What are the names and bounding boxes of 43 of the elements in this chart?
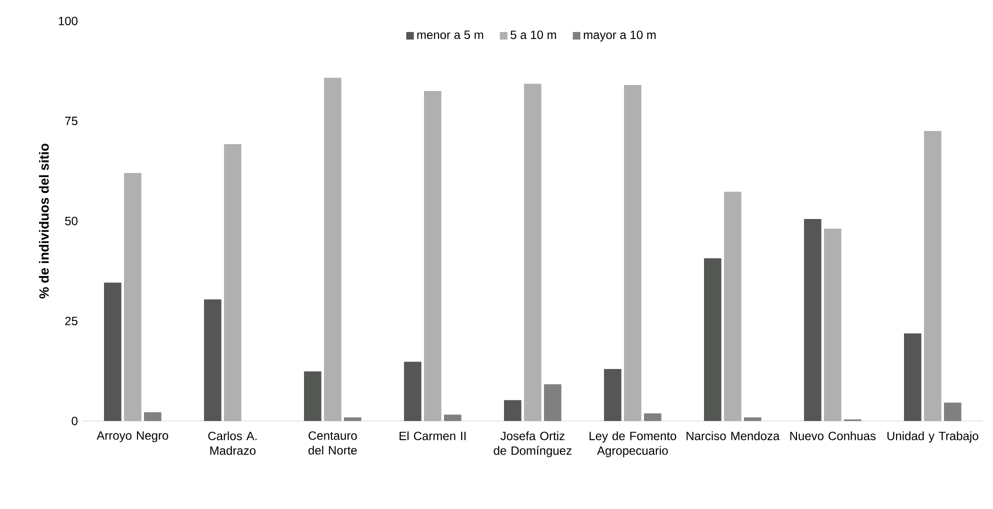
bar bbox=[824, 228, 842, 421]
x-tick-label: Carlos A. Madrazo bbox=[208, 431, 257, 455]
bar bbox=[404, 362, 422, 421]
bar bbox=[124, 172, 142, 421]
bar bbox=[704, 258, 722, 421]
bar bbox=[924, 130, 942, 421]
bar bbox=[804, 218, 822, 421]
bar bbox=[724, 192, 742, 421]
x-tick-label: Narciso Mendoza bbox=[686, 431, 780, 440]
x-tick-label: Centauro del Norte bbox=[308, 431, 357, 455]
x-tick-label: Arroyo Negro bbox=[96, 431, 168, 442]
y-tick-label: 100 bbox=[58, 16, 78, 26]
x-tick-label: Ley de Fomento Agropecuario bbox=[590, 431, 676, 458]
x-tick-label: Unidad y Trabajo bbox=[887, 431, 978, 443]
bar bbox=[324, 78, 342, 421]
bar bbox=[644, 413, 662, 421]
legend-label: mayor a 10 m bbox=[584, 30, 656, 42]
bar bbox=[624, 84, 642, 421]
bar bbox=[344, 417, 362, 421]
bar bbox=[144, 412, 162, 421]
legend-label: 5 a 10 m bbox=[510, 30, 556, 40]
y-axis-title: % de individuos del sitio bbox=[38, 144, 49, 298]
bar bbox=[604, 368, 622, 421]
x-tick-label: El Carmen II bbox=[400, 431, 466, 440]
bar bbox=[224, 144, 242, 421]
y-tick-label: 50 bbox=[65, 216, 78, 226]
bar bbox=[904, 333, 922, 421]
x-tick-label: Josefa Ortiz de Domínguez bbox=[494, 431, 572, 458]
legend-label: menor a 5 m bbox=[417, 30, 484, 40]
x-tick-label: Nuevo Conhuas bbox=[790, 431, 876, 440]
bar bbox=[444, 414, 462, 421]
y-tick-label: 0 bbox=[72, 416, 78, 426]
bar bbox=[424, 90, 442, 421]
bar bbox=[504, 400, 522, 421]
y-tick-label: 25 bbox=[65, 316, 78, 326]
bar bbox=[744, 417, 762, 421]
y-tick-label: 75 bbox=[65, 116, 78, 126]
bar bbox=[544, 384, 562, 421]
bar bbox=[524, 84, 542, 421]
bar bbox=[304, 371, 322, 421]
bar bbox=[104, 282, 122, 421]
bar bbox=[944, 402, 962, 421]
bar bbox=[204, 299, 222, 421]
